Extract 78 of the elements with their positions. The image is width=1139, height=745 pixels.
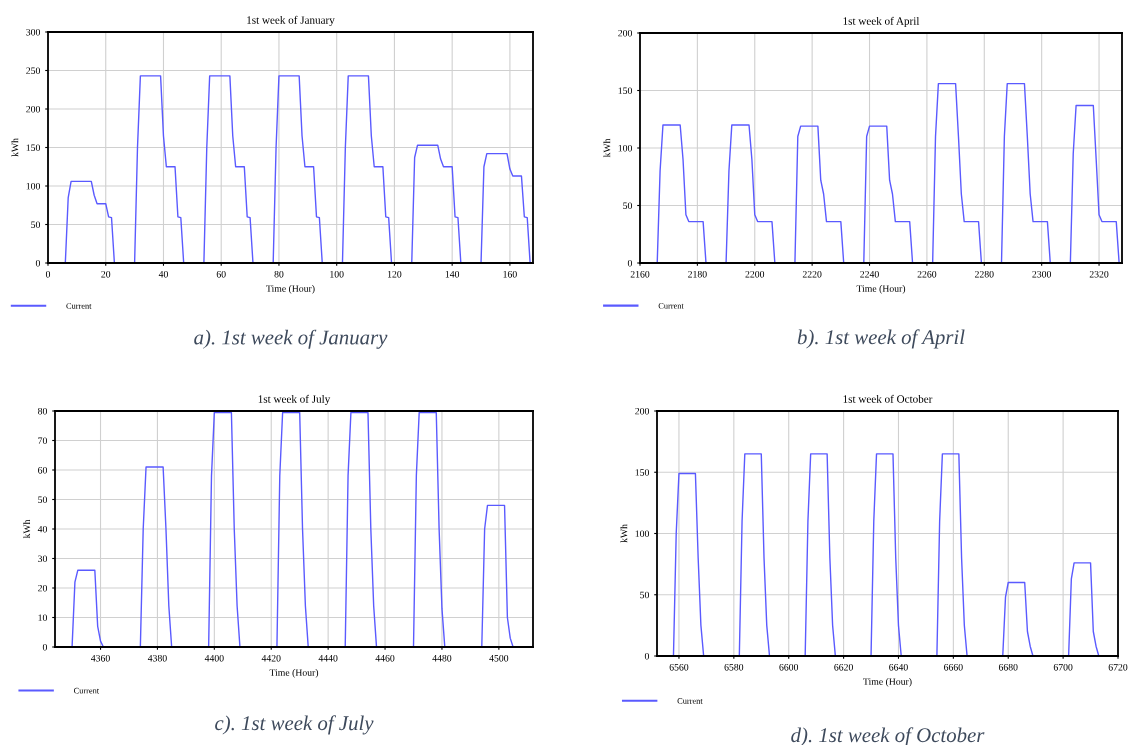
y-tick-label: 80 [38, 407, 47, 415]
y-axis-title: kWh [603, 138, 611, 158]
x-axis-title: Time (Hour) [863, 678, 912, 687]
x-tick-label: 2280 [974, 270, 994, 278]
x-tick-label: 6680 [998, 663, 1018, 671]
chart-title: 1st week of January [247, 15, 335, 27]
x-tick-label: 60 [216, 270, 226, 278]
x-tick-label: 4380 [147, 654, 167, 662]
y-tick-label: 10 [38, 614, 47, 621]
x-tick-label: 140 [445, 270, 460, 278]
x-tick-label: 4460 [375, 654, 395, 662]
x-tick-label: 4480 [432, 654, 452, 662]
y-tick-label: 50 [38, 496, 47, 503]
text: Current [66, 303, 92, 309]
x-tick-label: 20 [101, 270, 111, 278]
x-tick-label: 120 [387, 270, 402, 278]
y-tick-label: 70 [38, 437, 47, 444]
y-tick-label: 300 [26, 28, 40, 36]
x-axis-title: Time (Hour) [856, 285, 906, 294]
x-tick-label: 4400 [204, 654, 224, 662]
y-tick-label: 20 [38, 584, 47, 592]
x-tick-label: 4440 [318, 654, 338, 662]
x-tick-label: 6640 [889, 663, 908, 671]
x-tick-label: 6560 [669, 663, 689, 671]
y-tick-label: 200 [635, 407, 649, 415]
x-tick-label: 2260 [917, 270, 937, 278]
text: Current [677, 698, 703, 704]
text: c). 1st week of July [215, 715, 374, 735]
y-axis-title: kWh [620, 524, 628, 543]
x-tick-label: 6620 [834, 663, 853, 671]
y-tick-label: 200 [618, 29, 632, 37]
y-tick-label: 150 [635, 469, 649, 476]
y-tick-label: 30 [38, 555, 47, 562]
x-tick-label: 100 [330, 270, 344, 278]
x-tick-label: 6580 [724, 663, 744, 671]
x-tick-label: 6660 [944, 663, 963, 671]
y-tick-label: 100 [26, 182, 40, 190]
x-tick-label: 2320 [1089, 270, 1109, 278]
y-tick-label: 100 [635, 530, 649, 537]
y-tick-label: 150 [618, 87, 632, 94]
x-tick-label: 2160 [630, 270, 650, 278]
y-tick-label: 0 [35, 259, 40, 267]
x-tick-label: 4420 [261, 654, 281, 662]
y-tick-label: 40 [37, 525, 47, 533]
chart-title: 1st week of October [843, 394, 933, 403]
x-tick-label: 4360 [90, 654, 110, 662]
x-tick-label: 6720 [1108, 663, 1128, 671]
x-tick-label: 160 [503, 270, 517, 278]
text: Current [658, 303, 684, 309]
x-tick-label: 2300 [1032, 270, 1052, 278]
x-tick-label: 80 [274, 270, 284, 278]
y-tick-label: 50 [623, 202, 632, 209]
y-tick-label: 200 [26, 105, 40, 113]
x-tick-label: 2240 [860, 270, 879, 278]
chart-title: 1st week of July [258, 394, 331, 406]
chart-title: 1st week of April [843, 16, 920, 28]
y-tick-label: 150 [26, 144, 40, 151]
x-tick-label: 2220 [802, 270, 822, 278]
x-tick-label: 2200 [745, 270, 765, 278]
text: Current [73, 687, 100, 694]
y-tick-label: 0 [627, 259, 632, 267]
x-axis-title: Time (Hour) [266, 285, 315, 294]
y-tick-label: 60 [38, 466, 47, 474]
x-tick-label: 4500 [489, 654, 509, 662]
x-tick-label: 40 [158, 270, 168, 278]
x-tick-label: 2180 [688, 270, 707, 278]
y-tick-label: 50 [31, 221, 40, 228]
x-tick-label: 6700 [1053, 663, 1073, 671]
x-tick-label: 6600 [779, 663, 799, 671]
y-tick-label: 0 [42, 643, 47, 651]
y-tick-label: 50 [640, 591, 649, 599]
y-tick-label: 100 [618, 144, 632, 152]
y-axis-title: kWh [11, 138, 19, 157]
text: a). 1st week of January [194, 329, 388, 349]
y-tick-label: 250 [26, 67, 40, 74]
x-axis-title: Time (Hour) [269, 669, 319, 678]
text: b). 1st week of April [797, 329, 965, 349]
y-axis-title: kWh [23, 519, 31, 539]
